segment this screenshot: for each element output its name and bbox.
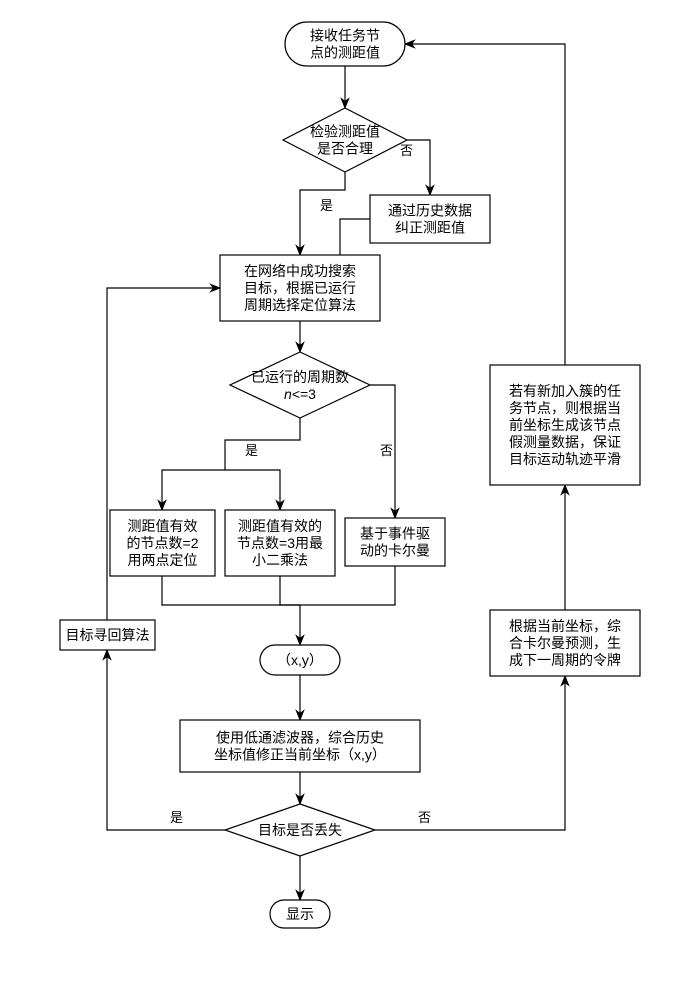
label-yes1: 是: [320, 198, 333, 213]
svg-text:目标，根据已运行: 目标，根据已运行: [244, 280, 356, 296]
svg-text:若有新加入簇的任: 若有新加入簇的任: [509, 383, 621, 399]
svg-text:用两点定位: 用两点定位: [128, 552, 198, 568]
flowchart-canvas: 接收任务节点的测距值检验测距值是否合理通过历史数据纠正测距值在网络中成功搜索目标…: [0, 0, 675, 1000]
svg-text:前坐标生成该节点: 前坐标生成该节点: [509, 417, 621, 433]
svg-text:小二乘法: 小二乘法: [252, 552, 308, 568]
node-cycles: [230, 352, 370, 418]
label-no1: 否: [400, 143, 413, 158]
label-yes3: 是: [170, 810, 183, 825]
label-no2: 否: [380, 443, 393, 458]
svg-text:点的测距值: 点的测距值: [310, 45, 380, 61]
svg-text:节点数=3用最: 节点数=3用最: [237, 535, 323, 551]
svg-text:基于事件驱: 基于事件驱: [360, 526, 430, 542]
svg-text:纠正测距值: 纠正测距值: [395, 220, 465, 236]
svg-text:测距值有效: 测距值有效: [128, 518, 198, 534]
svg-text:测距值有效的: 测距值有效的: [238, 518, 322, 534]
svg-text:使用低通滤波器，综合历史: 使用低通滤波器，综合历史: [216, 730, 384, 746]
svg-text:检验测距值: 检验测距值: [310, 124, 380, 140]
svg-text:务节点，则根据当: 务节点，则根据当: [509, 400, 621, 416]
svg-text:（x,y）: （x,y）: [277, 652, 323, 668]
svg-text:目标寻回算法: 目标寻回算法: [66, 627, 150, 643]
svg-text:合卡尔曼预测，生: 合卡尔曼预测，生: [509, 635, 621, 651]
label-no3: 否: [418, 810, 431, 825]
svg-text:在网络中成功搜索: 在网络中成功搜索: [244, 263, 356, 279]
svg-text:成下一周期的令牌: 成下一周期的令牌: [509, 652, 621, 668]
svg-text:通过历史数据: 通过历史数据: [388, 203, 472, 219]
svg-text:根据当前坐标，综: 根据当前坐标，综: [509, 618, 621, 634]
svg-text:目标运动轨迹平滑: 目标运动轨迹平滑: [509, 451, 621, 467]
svg-text:n<=3: n<=3: [284, 386, 316, 402]
svg-text:已运行的周期数: 已运行的周期数: [251, 369, 349, 385]
svg-text:显示: 显示: [286, 906, 314, 922]
svg-text:的节点数=2: 的节点数=2: [127, 535, 199, 551]
svg-text:接收任务节: 接收任务节: [310, 28, 380, 44]
svg-text:目标是否丢失: 目标是否丢失: [258, 822, 342, 838]
svg-text:动的卡尔曼: 动的卡尔曼: [360, 543, 430, 559]
label-yes2: 是: [245, 443, 258, 458]
svg-text:坐标值修正当前坐标（x,y）: 坐标值修正当前坐标（x,y）: [214, 747, 386, 763]
svg-text:是否合理: 是否合理: [317, 141, 373, 157]
svg-text:假测量数据，保证: 假测量数据，保证: [509, 434, 621, 450]
svg-text:周期选择定位算法: 周期选择定位算法: [244, 297, 356, 313]
